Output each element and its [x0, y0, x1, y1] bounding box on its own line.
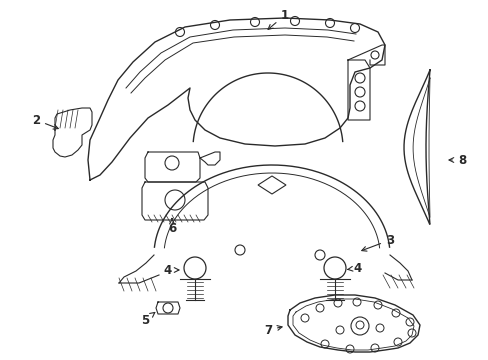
Text: 4: 4 — [347, 261, 362, 274]
Text: 1: 1 — [267, 9, 288, 30]
Text: 4: 4 — [163, 264, 179, 276]
Text: 5: 5 — [141, 312, 155, 327]
Text: 6: 6 — [167, 219, 176, 234]
Text: 3: 3 — [361, 234, 393, 251]
Text: 8: 8 — [448, 153, 465, 166]
Text: 7: 7 — [264, 324, 282, 337]
Text: 2: 2 — [32, 113, 58, 129]
